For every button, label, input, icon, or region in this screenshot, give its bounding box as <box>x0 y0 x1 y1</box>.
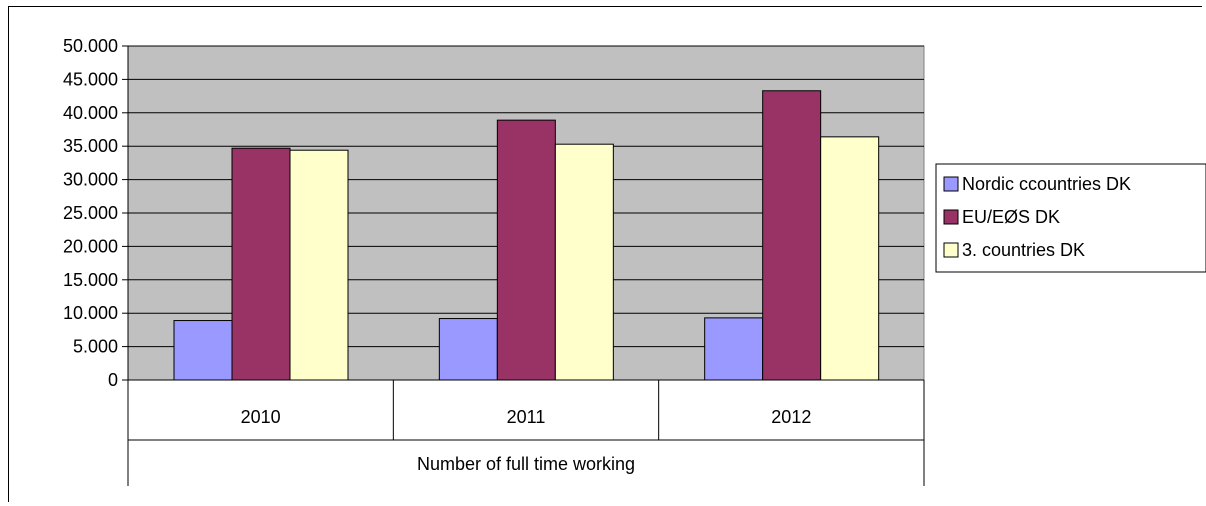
x-category-label: 2011 <box>507 407 546 427</box>
legend: Nordic ccountries DK EU/EØS DK 3. countrie… <box>935 163 1206 273</box>
legend-entry-label: Nordic ccountries DK <box>962 174 1131 194</box>
y-tick-label: 40.000 <box>63 103 118 123</box>
legend-swatch <box>943 242 959 258</box>
x-category-label: 2010 <box>241 407 281 427</box>
bar <box>289 149 349 381</box>
y-tick-label: 0 <box>108 370 118 390</box>
y-tick-label: 45.000 <box>63 69 118 89</box>
bar <box>704 317 764 381</box>
y-tick-label: 5.000 <box>73 337 118 357</box>
bar <box>496 119 556 381</box>
y-tick-label: 15.000 <box>63 270 118 290</box>
bar <box>820 136 880 381</box>
x-category-label: 2012 <box>771 407 811 427</box>
bar <box>231 147 291 381</box>
bar <box>762 90 822 381</box>
y-tick-label: 25.000 <box>63 203 118 223</box>
legend-entry-label: EU/EØS DK <box>962 207 1060 227</box>
y-tick-label: 50.000 <box>63 36 118 56</box>
legend-swatch <box>943 209 959 225</box>
legend-entry-label: 3. countries DK <box>962 240 1085 260</box>
chart-frame <box>8 6 1202 502</box>
y-tick-label: 35.000 <box>63 136 118 156</box>
legend-swatch <box>943 176 959 192</box>
y-tick-label: 30.000 <box>63 170 118 190</box>
x-group-label: Number of full time working <box>417 454 635 474</box>
y-tick-label: 20.000 <box>63 236 118 256</box>
bar <box>438 318 498 381</box>
y-tick-label: 10.000 <box>63 303 118 323</box>
bar <box>554 143 614 381</box>
bar <box>173 320 233 381</box>
legend-box <box>935 163 1206 273</box>
